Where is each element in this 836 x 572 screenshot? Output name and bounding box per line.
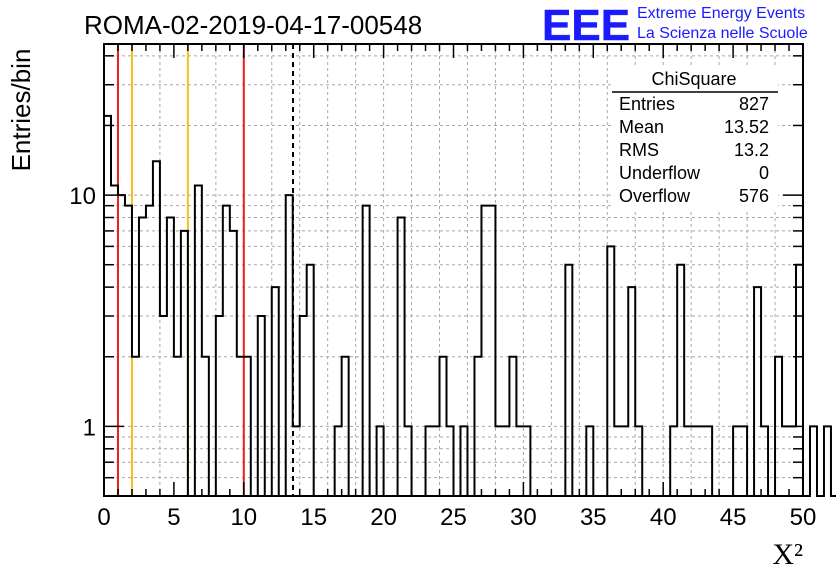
stats-value-overflow: 576 [739,186,769,206]
x-tick-label: 10 [230,504,257,531]
stats-box: ChiSquare Entries 827 Mean 13.52 RMS 13.2 Unde… [612,66,778,210]
x-tick-label: 25 [440,504,467,531]
run-title: ROMA-02-2019-04-17-00548 [84,10,422,40]
tick-labels: 0 5 10 15 20 25 30 35 40 45 50 1 10 [69,183,816,531]
x-tick-label: 40 [650,504,677,531]
stats-value-underflow: 0 [759,163,769,183]
stats-label-entries: Entries [619,94,675,114]
x-tick-label: 45 [720,504,747,531]
stats-rows: Entries 827 Mean 13.52 RMS 13.2 Underflow 0 Over… [619,94,769,206]
x-tick-label: 0 [97,504,110,531]
stats-value-mean: 13.52 [724,117,769,137]
x-tick-label: 50 [790,504,817,531]
y-tick-label: 1 [83,414,96,441]
x-tick-label: 35 [580,504,607,531]
stats-value-entries: 827 [739,94,769,114]
stats-label-overflow: Overflow [619,186,691,206]
x-tick-label: 30 [510,504,537,531]
stats-box-bg [612,66,778,210]
stats-label-underflow: Underflow [619,163,701,183]
stats-label-mean: Mean [619,117,664,137]
x-tick-label: 20 [370,504,397,531]
axis-ticks [103,44,804,496]
stats-label-rms: RMS [619,140,659,160]
x-tick-label: 15 [300,504,327,531]
grid-lines [104,44,803,496]
logo-subtitle-1: Extreme Energy Events [637,5,805,22]
y-axis-label: Entries/bin [6,49,36,172]
logo-subtitle-2: La Scienza nelle Scuole [637,25,808,42]
x-tick-label: 5 [167,504,180,531]
x-axis-label: X² [772,538,803,571]
y-tick-label: 10 [69,183,96,210]
eee-logo: EEE [542,1,630,50]
stats-title: ChiSquare [651,69,736,89]
stats-value-rms: 13.2 [734,140,769,160]
